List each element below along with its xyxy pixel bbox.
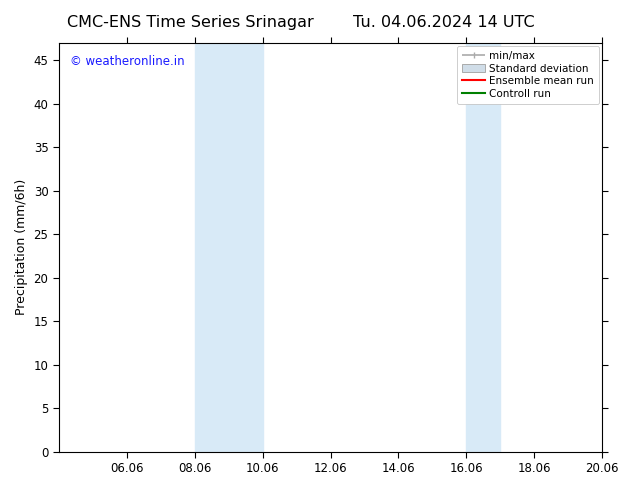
Text: CMC-ENS Time Series Srinagar: CMC-ENS Time Series Srinagar	[67, 15, 314, 30]
Bar	[195, 43, 262, 452]
Bar	[467, 43, 500, 452]
Y-axis label: Precipitation (mm/6h): Precipitation (mm/6h)	[15, 179, 28, 315]
Text: © weatheronline.in: © weatheronline.in	[70, 55, 184, 68]
Text: Tu. 04.06.2024 14 UTC: Tu. 04.06.2024 14 UTC	[353, 15, 534, 30]
Legend: min/max, Standard deviation, Ensemble mean run, Controll run: min/max, Standard deviation, Ensemble me…	[457, 46, 599, 104]
